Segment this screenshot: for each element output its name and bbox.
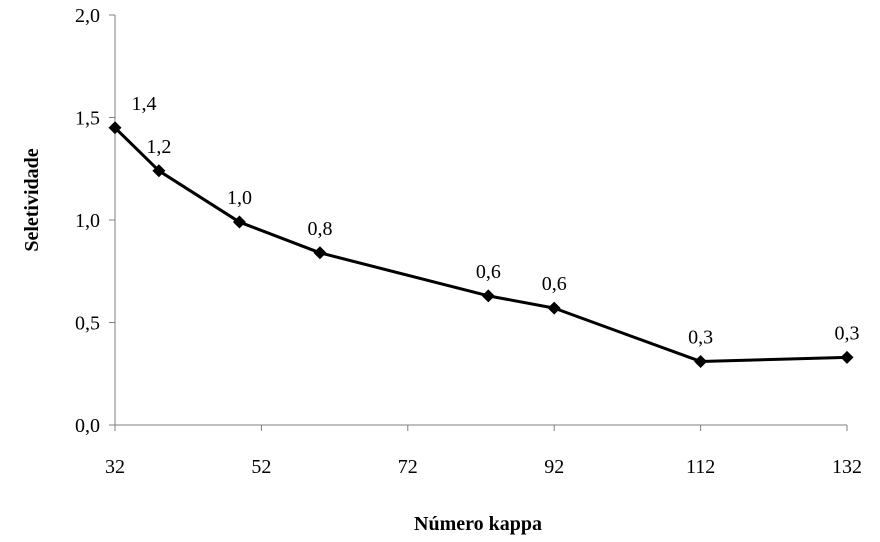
data-label: 0,3 xyxy=(688,326,713,348)
data-point-marker xyxy=(840,350,854,364)
x-tick-label: 112 xyxy=(686,456,715,478)
y-tick-label: 1,0 xyxy=(75,210,100,232)
data-point-marker xyxy=(481,289,495,303)
data-label: 1,0 xyxy=(227,187,252,209)
x-tick-label: 72 xyxy=(398,456,418,478)
data-label: 0,3 xyxy=(835,322,860,344)
axes xyxy=(114,15,847,426)
data-label: 0,6 xyxy=(476,261,501,283)
y-tick-label: 2,0 xyxy=(75,5,100,27)
y-axis-title: Seletividade xyxy=(21,148,43,251)
data-point-marker xyxy=(108,121,122,135)
x-tick-label: 52 xyxy=(251,456,271,478)
series-layer: 1,4 1,2 1,0 0,8 0,6 0,6 0,3 0,3 xyxy=(108,93,860,368)
y-tick-label: 0,5 xyxy=(75,313,100,335)
series-line xyxy=(113,126,848,363)
y-ticks: 0,0 0,5 1,0 1,5 2,0 xyxy=(75,5,115,437)
data-point-marker xyxy=(694,354,708,368)
data-label: 0,8 xyxy=(307,218,332,240)
data-point-marker xyxy=(313,246,327,260)
data-point-marker xyxy=(547,301,561,315)
x-tick-label: 92 xyxy=(544,456,564,478)
data-label: 1,2 xyxy=(146,136,171,158)
x-tick-label: 32 xyxy=(105,456,125,478)
data-label: 0,6 xyxy=(542,273,567,295)
data-point-marker xyxy=(232,215,246,229)
x-tick-label: 132 xyxy=(832,456,862,478)
y-tick-label: 0,0 xyxy=(75,415,100,437)
data-point-marker xyxy=(152,164,166,178)
x-axis-title: Número kappa xyxy=(414,513,542,535)
y-tick-label: 1,5 xyxy=(75,108,100,130)
data-label: 1,4 xyxy=(132,93,157,115)
x-ticks: 32 52 72 92 112 132 xyxy=(105,425,862,478)
